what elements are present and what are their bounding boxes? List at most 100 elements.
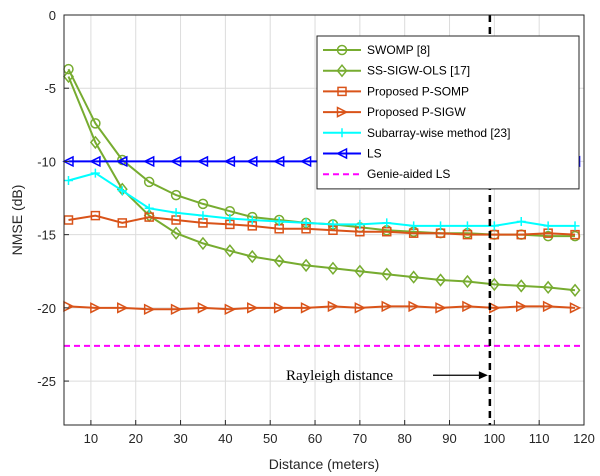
triangle-right-marker: [300, 302, 313, 314]
triangle-left-marker: [272, 155, 285, 168]
triangle-left-marker: [142, 155, 155, 168]
legend-label: Proposed P-SIGW: [367, 105, 466, 119]
plus-marker: [247, 215, 257, 225]
circle-marker: [336, 44, 348, 56]
plus-marker: [570, 221, 580, 231]
square-marker: [570, 229, 580, 240]
diamond-marker: [89, 135, 101, 150]
diamond-marker: [170, 226, 182, 240]
x-tick-label: 110: [529, 431, 550, 446]
annotation-group: Rayleigh distance: [286, 15, 492, 425]
legend-entry: LS: [323, 147, 382, 161]
triangle-left-marker: [116, 155, 128, 168]
triangle-right-marker: [273, 302, 286, 314]
annotation-text: Rayleigh distance: [286, 368, 393, 384]
diamond-marker: [246, 249, 258, 264]
y-tick-label: -5: [44, 81, 56, 96]
diamond-marker: [461, 274, 473, 289]
plus-marker: [489, 221, 499, 231]
y-tick-label: -20: [37, 301, 56, 316]
plus-marker: [436, 221, 446, 231]
y-tick-label: 0: [49, 8, 56, 23]
plus-marker: [117, 186, 127, 196]
diamond-marker: [435, 273, 447, 287]
triangle-right-marker: [515, 300, 528, 313]
triangle-right-marker: [381, 300, 393, 313]
square-marker: [337, 86, 347, 97]
plus-marker: [543, 221, 553, 231]
x-tick-label: 70: [353, 431, 367, 446]
legend-label: LS: [367, 147, 382, 161]
triangle-right-marker: [327, 300, 340, 313]
ticks: 10 20 30 40 50 60 70 80 90 100 110 120 0 -5 -10 -15 -20 -…: [37, 8, 595, 446]
plus-marker: [409, 221, 419, 231]
diamond-marker: [273, 254, 285, 268]
plus-marker: [337, 128, 347, 138]
y-tick-label: -10: [37, 154, 56, 169]
circle-marker: [170, 189, 182, 201]
legend-label: SWOMP [8]: [367, 43, 430, 57]
diamond-marker: [515, 279, 527, 293]
triangle-left-marker: [62, 155, 74, 168]
triangle-right-marker: [247, 302, 259, 314]
square-marker: [144, 212, 154, 222]
diamond-marker: [336, 64, 348, 78]
triangle-left-marker: [169, 155, 182, 168]
triangle-right-marker: [462, 300, 474, 313]
x-tick-label: 50: [263, 431, 277, 446]
triangle-left-marker: [196, 155, 209, 168]
legend-label: SS-SIGW-OLS [17]: [367, 64, 470, 78]
legend-entry: Proposed P-SOMP: [323, 84, 469, 98]
legend-label: Genie-aided LS: [367, 167, 450, 181]
diamond-marker: [408, 270, 420, 284]
plus-marker: [462, 221, 472, 231]
plus-marker: [144, 203, 154, 213]
plus-marker: [516, 216, 526, 226]
triangle-right-marker: [117, 302, 129, 314]
plus-marker: [198, 211, 208, 221]
y-tick-label: -25: [37, 374, 56, 389]
triangle-left-marker: [299, 155, 312, 168]
legend-entry: Proposed P-SIGW: [323, 105, 466, 119]
triangle-left-marker: [246, 155, 258, 168]
plus-marker: [382, 218, 392, 228]
diamond-marker: [327, 261, 339, 276]
x-tick-label: 100: [483, 431, 505, 446]
y-axis-label: NMSE (dB): [9, 185, 25, 256]
square-marker: [90, 210, 101, 221]
plus-marker: [171, 208, 181, 218]
diamond-marker: [569, 283, 581, 297]
diamond-marker: [381, 267, 393, 281]
triangle-right-marker: [435, 302, 447, 314]
circle-marker: [143, 176, 155, 188]
triangle-right-marker: [542, 300, 555, 313]
x-tick-label: 120: [573, 431, 595, 446]
diamond-marker: [197, 236, 209, 251]
legend-label: Proposed P-SOMP: [367, 84, 469, 98]
triangle-right-marker: [224, 303, 237, 316]
x-axis-label: Distance (meters): [269, 456, 379, 472]
triangle-right-marker: [336, 106, 349, 118]
plus-marker: [274, 216, 284, 226]
diamond-marker: [354, 264, 366, 278]
triangle-right-marker: [170, 303, 183, 316]
plus-marker: [301, 218, 311, 228]
circle-marker: [90, 118, 101, 129]
x-tick-label: 30: [173, 431, 187, 446]
plot-frame: [63, 14, 585, 426]
y-tick-label: -15: [37, 228, 56, 243]
triangle-right-marker: [569, 302, 582, 314]
x-tick-label: 10: [84, 431, 98, 446]
x-tick-label: 80: [397, 431, 411, 446]
square-marker: [382, 226, 392, 237]
legend: SWOMP [8] SS-SIGW-OLS [17] Proposed P-SOMP…: [316, 35, 580, 190]
triangle-right-marker: [408, 300, 420, 313]
annotation-arrowhead: [478, 371, 488, 380]
triangle-right-marker: [354, 302, 367, 314]
triangle-left-marker: [223, 155, 236, 168]
plus-marker: [355, 219, 365, 229]
legend-entry: Subarray-wise method [23]: [323, 126, 510, 140]
triangle-left-marker: [335, 147, 348, 160]
diamond-marker: [224, 244, 236, 258]
